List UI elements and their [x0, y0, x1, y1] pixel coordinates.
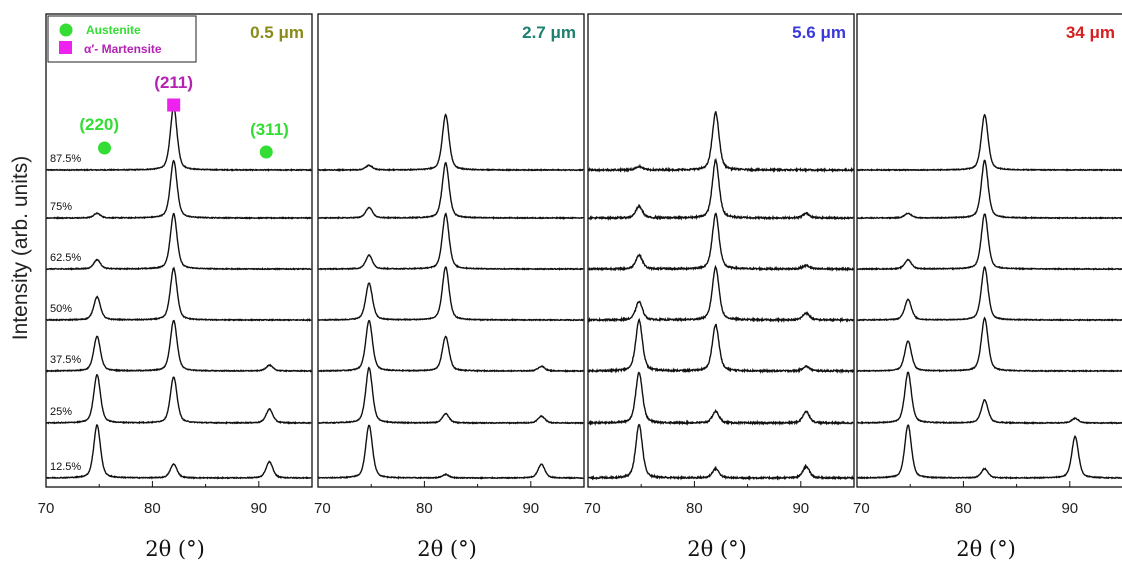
x-tick-label: 70: [314, 500, 331, 517]
trace-37_5pct: [856, 316, 1122, 373]
peak-marker-austenite: [98, 141, 112, 155]
peak-marker-martensite: [167, 98, 181, 112]
x-axis-label: 2θ (°): [417, 537, 477, 561]
trace-50pct: [587, 264, 854, 324]
trace-75pct: [46, 159, 312, 220]
strain-label: 75%: [50, 201, 72, 213]
trace-37_5pct: [46, 319, 312, 373]
panel-frame: [45, 13, 313, 488]
trace-12_5pct: [588, 423, 854, 481]
panel-frame: [587, 13, 855, 488]
trace-37_5pct: [587, 317, 854, 375]
panel-frame: [856, 13, 1122, 488]
x-axis-label: 2θ (°): [687, 537, 747, 561]
peak-marker-austenite: [259, 145, 273, 159]
strain-label: 87.5%: [50, 153, 81, 165]
strain-label: 12.5%: [50, 461, 81, 473]
x-tick-label: 90: [250, 500, 267, 517]
panel-title: 34 μm: [1066, 23, 1115, 42]
legend-martensite-label: α′- Martensite: [84, 42, 162, 56]
x-tick-label: 80: [144, 500, 161, 517]
trace-25pct: [857, 371, 1122, 425]
x-tick-label: 90: [522, 500, 539, 517]
panel-frame: [317, 13, 585, 488]
trace-87_5pct: [318, 113, 584, 172]
peak-label: (211): [154, 73, 193, 92]
x-tick-label: 90: [1061, 500, 1078, 517]
x-tick-label: 90: [792, 500, 809, 517]
trace-25pct: [46, 373, 312, 425]
trace-87_5pct: [588, 111, 854, 174]
trace-12_5pct: [857, 424, 1122, 480]
trace-75pct: [857, 159, 1122, 220]
trace-62_5pct: [587, 212, 854, 272]
panel-title: 2.7 μm: [522, 23, 576, 42]
x-axis-label: 2θ (°): [956, 537, 1016, 561]
x-axis-label: 2θ (°): [145, 537, 205, 561]
x-tick-label: 80: [686, 500, 703, 517]
x-tick-label: 80: [416, 500, 433, 517]
trace-62_5pct: [856, 213, 1122, 271]
strain-label: 50%: [50, 303, 72, 315]
trace-62_5pct: [46, 212, 312, 271]
trace-12_5pct: [45, 424, 312, 480]
panel-1: 0.5 μm 70 80 90 2θ (°) 87.5% 75% 62.5% 50% 37.5% 2…: [38, 13, 313, 561]
x-tick-label: 70: [38, 500, 55, 517]
legend-austenite-marker: [59, 23, 73, 37]
trace-50pct: [46, 266, 312, 322]
strain-label: 62.5%: [50, 252, 81, 264]
peak-label: (311): [250, 120, 289, 139]
x-tick-label: 80: [955, 500, 972, 517]
trace-87_5pct: [46, 104, 312, 172]
trace-87_5pct: [857, 113, 1122, 172]
panel-3: 5.6 μm 70 80 90 2θ (°): [584, 13, 855, 561]
x-tick-label: 70: [853, 500, 870, 517]
panel-4: 34 μm 70 80 90 2θ (°): [853, 13, 1122, 561]
peak-label: (220): [79, 115, 119, 134]
trace-25pct: [318, 366, 584, 425]
x-tick-label: 70: [584, 500, 601, 517]
legend-austenite-label: Austenite: [86, 23, 141, 37]
legend-box: [47, 15, 197, 63]
legend: Austenite α′- Martensite: [47, 15, 197, 63]
trace-75pct: [318, 161, 584, 220]
y-axis-label: Intensity (arb. units): [9, 156, 32, 340]
trace-75pct: [588, 157, 854, 221]
panel-2: 2.7 μm 70 80 90 2θ (°): [314, 13, 585, 561]
panel-title: 5.6 μm: [792, 23, 846, 42]
strain-label: 37.5%: [50, 354, 81, 366]
trace-62_5pct: [318, 212, 584, 271]
trace-50pct: [318, 266, 584, 322]
trace-12_5pct: [317, 424, 584, 480]
panel-title: 0.5 μm: [250, 23, 304, 42]
trace-50pct: [857, 265, 1122, 322]
strain-label: 25%: [50, 406, 72, 418]
trace-25pct: [588, 371, 854, 427]
legend-martensite-marker: [59, 41, 72, 54]
trace-37_5pct: [318, 319, 584, 373]
panels-group: 0.5 μm 70 80 90 2θ (°) 87.5% 75% 62.5% 50% 37.5% 2…: [38, 13, 1122, 561]
